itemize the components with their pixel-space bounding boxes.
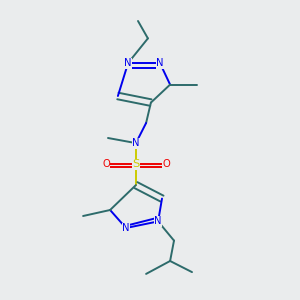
Text: N: N [122, 223, 130, 233]
Text: O: O [102, 159, 110, 169]
Text: N: N [156, 58, 164, 68]
Text: N: N [132, 138, 140, 148]
Text: S: S [132, 159, 140, 169]
Text: N: N [124, 58, 132, 68]
Text: N: N [154, 216, 162, 226]
Text: O: O [162, 159, 170, 169]
